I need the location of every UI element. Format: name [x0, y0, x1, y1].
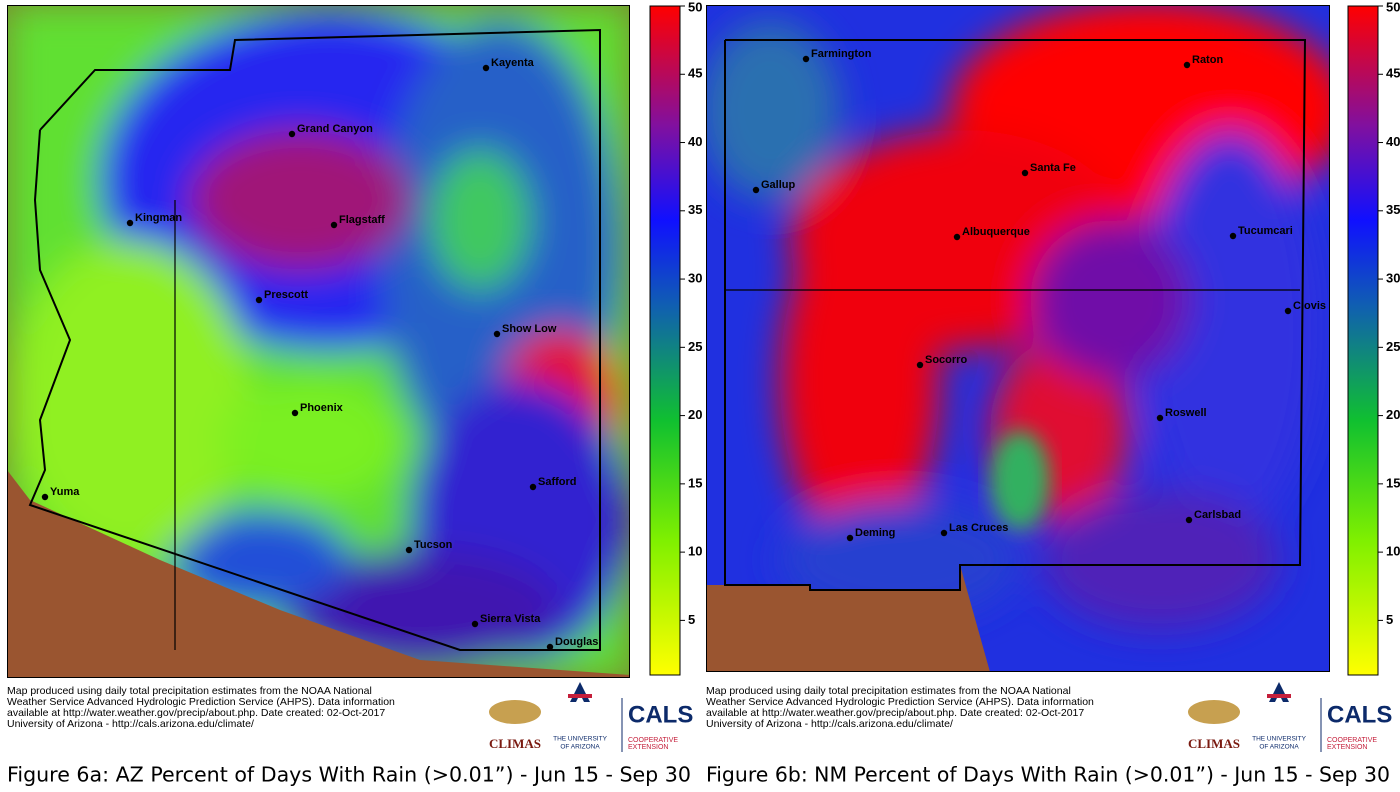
city-label: Santa Fe — [1030, 162, 1076, 174]
logo-ua: THE UNIVERSITY — [553, 736, 607, 743]
city-label: Show Low — [502, 323, 557, 335]
logo-climas: CLIMAS — [489, 736, 541, 751]
city-marker — [1284, 307, 1292, 315]
city-label: Deming — [855, 527, 895, 539]
city-marker — [1229, 232, 1237, 240]
colorbar-tick-label: 5 — [688, 612, 695, 627]
city-label: Tucumcari — [1238, 225, 1293, 237]
colorbar-tick-label: 15 — [688, 475, 702, 490]
colorbar — [649, 5, 681, 676]
city-marker — [546, 643, 554, 651]
city-label: Farmington — [811, 48, 872, 60]
city-marker — [482, 64, 490, 72]
city-label: Sierra Vista — [480, 613, 541, 625]
colorbar — [1347, 5, 1379, 676]
city-label: Prescott — [264, 289, 308, 301]
city-marker — [846, 534, 854, 542]
city-marker — [1185, 516, 1193, 524]
city-label: Clovis — [1293, 300, 1326, 312]
city-marker — [529, 483, 537, 491]
colorbar-tick-label: 45 — [688, 66, 702, 81]
colorbar-tick-label: 50 — [688, 0, 702, 14]
city-label: Gallup — [761, 179, 796, 191]
colorbar-tick-label: 25 — [1386, 339, 1400, 354]
city-marker — [953, 233, 961, 241]
colorbar-tick-label: 45 — [1386, 66, 1400, 81]
logo-ext: COOPERATIVE — [628, 737, 678, 744]
credit-line: available at http://water.weather.gov/pr… — [7, 707, 385, 719]
city-marker — [1021, 169, 1029, 177]
city-label: Phoenix — [300, 402, 344, 414]
city-label: Kingman — [135, 212, 182, 224]
city-marker — [330, 221, 338, 229]
colorbar-tick-label: 5 — [1386, 612, 1393, 627]
logo-ext: COOPERATIVE — [1327, 737, 1377, 744]
credit-line: University of Arizona - http://cals.ariz… — [7, 718, 254, 730]
city-marker — [916, 361, 924, 369]
city-marker — [471, 620, 479, 628]
colorbar-tick-label: 40 — [688, 134, 702, 149]
colorbar-tick-label: 30 — [1386, 270, 1400, 285]
city-marker — [752, 186, 760, 194]
city-marker — [288, 130, 296, 138]
credit-line: Map produced using daily total precipita… — [706, 685, 1071, 697]
az-map — [7, 5, 630, 678]
logo-ua: OF ARIZONA — [1259, 744, 1299, 751]
city-marker — [291, 409, 299, 417]
colorbar-tick-label: 30 — [688, 270, 702, 285]
city-marker — [255, 296, 263, 304]
city-marker — [126, 219, 134, 227]
credit-line: Weather Service Advanced Hydrologic Pred… — [706, 696, 1094, 708]
city-label: Raton — [1192, 54, 1223, 66]
colorbar-tick-label: 20 — [688, 407, 702, 422]
colorbar-tick-label: 40 — [1386, 134, 1400, 149]
city-label: Tucson — [414, 539, 453, 551]
city-label: Yuma — [50, 486, 80, 498]
credit-line: University of Arizona - http://cals.ariz… — [706, 718, 953, 730]
logo-ua: THE UNIVERSITY — [1252, 736, 1306, 743]
city-label: Socorro — [925, 354, 967, 366]
credit-line: available at http://water.weather.gov/pr… — [706, 707, 1084, 719]
city-label: Safford — [538, 476, 577, 488]
city-label: Roswell — [1165, 407, 1207, 419]
city-marker — [1156, 414, 1164, 422]
logo-cals: CALS — [628, 701, 693, 728]
logos-shapes — [489, 682, 1322, 752]
caption: Figure 6b: NM Percent of Days With Rain … — [706, 763, 1390, 787]
colorbar-tick-label: 10 — [1386, 544, 1400, 559]
city-marker — [405, 546, 413, 554]
city-marker — [1183, 61, 1191, 69]
colorbar-tick-label: 50 — [1386, 0, 1400, 14]
credit-line: Map produced using daily total precipita… — [7, 685, 372, 697]
colorbar-tick-label: 35 — [688, 202, 702, 217]
logo-ext: EXTENSION — [1327, 744, 1367, 751]
city-marker — [802, 55, 810, 63]
city-label: Carlsbad — [1194, 509, 1241, 521]
logo-cals: CALS — [1327, 701, 1392, 728]
city-label: Grand Canyon — [297, 123, 373, 135]
nm-map — [706, 5, 1330, 672]
logo-climas: CLIMAS — [1188, 736, 1240, 751]
city-label: Kayenta — [491, 57, 535, 69]
logo-ua: OF ARIZONA — [560, 744, 600, 751]
city-label: Las Cruces — [949, 522, 1008, 534]
city-marker — [940, 529, 948, 537]
city-label: Douglas — [555, 636, 598, 648]
city-marker — [41, 493, 49, 501]
colorbar-tick-label: 10 — [688, 544, 702, 559]
colorbar-tick-label: 25 — [688, 339, 702, 354]
caption: Figure 6a: AZ Percent of Days With Rain … — [7, 763, 691, 787]
city-label: Albuquerque — [962, 226, 1030, 238]
colorbar-tick-label: 20 — [1386, 407, 1400, 422]
city-marker — [493, 330, 501, 338]
logo-ext: EXTENSION — [628, 744, 668, 751]
colorbar-tick-label: 35 — [1386, 202, 1400, 217]
city-label: Flagstaff — [339, 214, 385, 226]
credit-line: Weather Service Advanced Hydrologic Pred… — [7, 696, 395, 708]
colorbar-tick-label: 15 — [1386, 475, 1400, 490]
